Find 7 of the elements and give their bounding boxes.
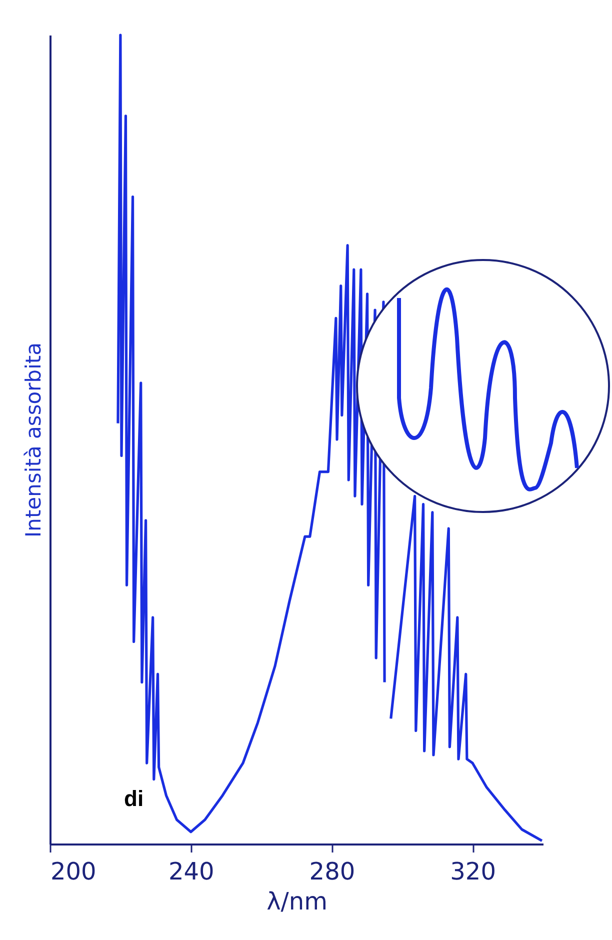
- x-axis-title: λ/nm: [266, 888, 328, 916]
- x-tick-label: 320: [450, 858, 496, 886]
- x-tick-label: 200: [50, 858, 96, 886]
- x-tick-label: 240: [168, 858, 214, 886]
- annotation: di: [124, 786, 144, 812]
- y-axis-title: Intensità assorbita: [22, 342, 46, 538]
- x-tick-label: 280: [309, 858, 356, 886]
